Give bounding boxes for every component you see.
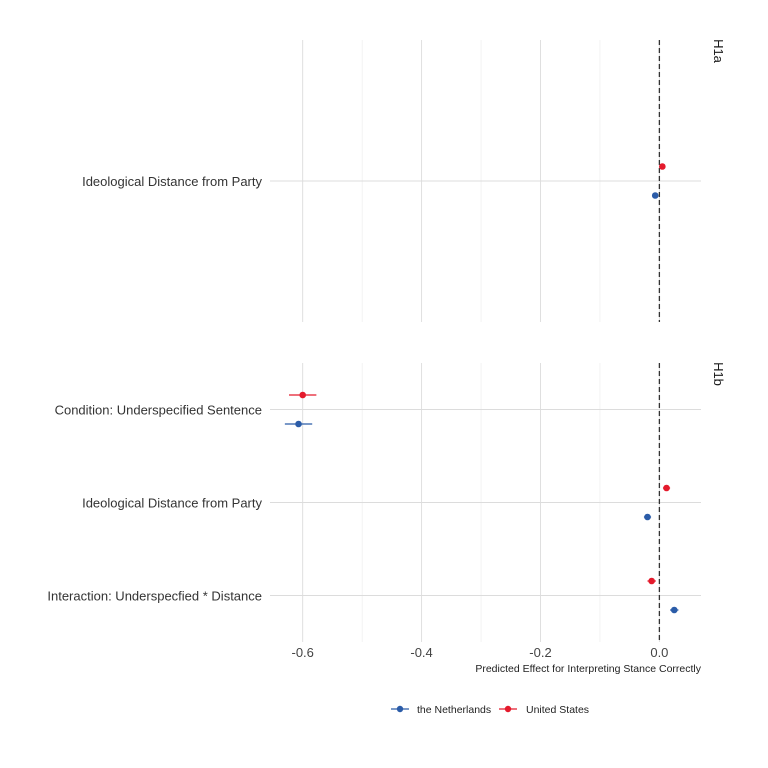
legend-item: United States	[499, 704, 589, 716]
x-axis-title: Predicted Effect for Interpreting Stance…	[475, 663, 701, 675]
facet-label: H1a	[711, 39, 726, 64]
legend: the Netherlands United States	[391, 704, 589, 716]
x-tick-label: 0.0	[650, 645, 668, 660]
facet-label: H1b	[711, 362, 726, 386]
legend-point	[396, 705, 404, 713]
panel-h1b: Condition: Underspecified Sentence Ideolo…	[47, 362, 726, 642]
estimate-point	[644, 513, 651, 521]
x-tick-label: -0.2	[529, 645, 551, 660]
panel-h1a: Ideological Distance from Party H1a	[82, 39, 726, 322]
legend-label: United States	[526, 704, 589, 716]
x-tick-label: -0.6	[291, 645, 313, 660]
legend-point	[504, 705, 512, 713]
estimate-point	[663, 484, 670, 492]
estimate-point	[648, 577, 655, 585]
estimate-point	[659, 163, 666, 170]
panels: Ideological Distance from Party H1a Condit…	[47, 39, 726, 660]
legend-item: the Netherlands	[391, 704, 491, 716]
x-tick-label: -0.4	[410, 645, 432, 660]
estimate-point	[299, 391, 306, 399]
estimate-point	[295, 420, 302, 428]
term-label: Interaction: Underspecfied * Distance	[47, 589, 262, 604]
term-label: Ideological Distance from Party	[82, 496, 262, 511]
estimate-point	[670, 606, 678, 614]
term-label: Ideological Distance from Party	[82, 174, 262, 189]
x-axis-ticks: -0.6 -0.4 -0.2 0.0	[291, 645, 668, 660]
legend-label: the Netherlands	[417, 704, 491, 716]
estimate-point	[651, 192, 659, 199]
term-label: Condition: Underspecified Sentence	[55, 403, 262, 418]
